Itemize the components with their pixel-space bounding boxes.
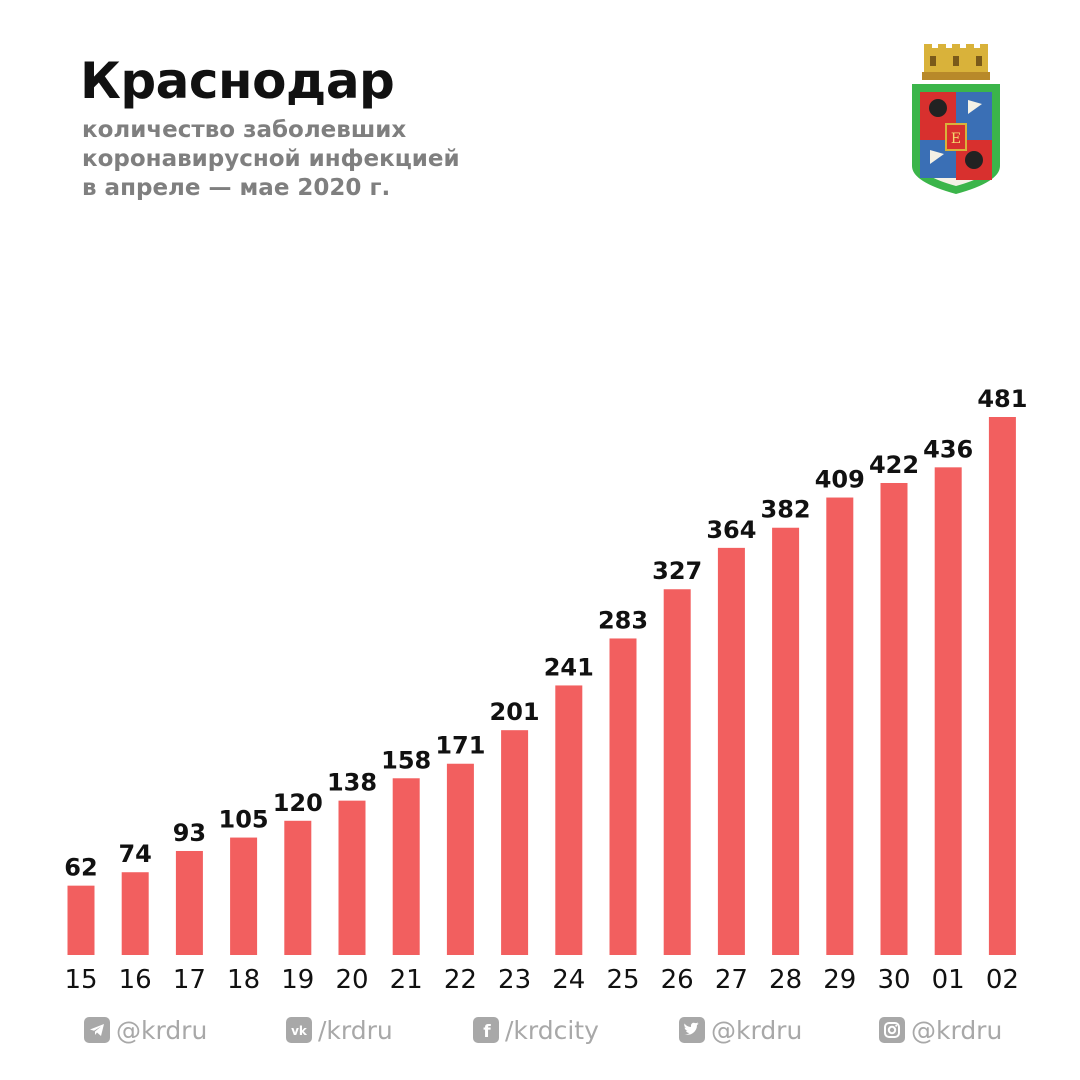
footer-handle: /krdru <box>318 1015 393 1045</box>
bar-23 <box>501 730 529 955</box>
x-tick-label-17: 17 <box>173 965 206 995</box>
x-tick-label-24: 24 <box>552 965 585 995</box>
svg-text:vk: vk <box>291 1024 308 1037</box>
svg-text:f: f <box>483 1022 491 1039</box>
x-tick-label-01: 01 <box>932 965 965 995</box>
bar-19 <box>284 820 312 955</box>
instagram-icon <box>879 1017 905 1043</box>
bar-20 <box>338 800 366 955</box>
x-tick-label-16: 16 <box>119 965 152 995</box>
value-label-19: 120 <box>273 789 323 817</box>
page-title: Краснодар <box>80 52 395 110</box>
value-label-01: 436 <box>923 435 973 463</box>
value-label-29: 409 <box>815 466 865 494</box>
footer-item-facebook[interactable]: f /krdcity <box>473 1010 599 1050</box>
x-tick-label-19: 19 <box>281 965 314 995</box>
bar-28 <box>772 527 800 955</box>
x-tick-label-26: 26 <box>661 965 694 995</box>
footer-item-vk[interactable]: vk /krdru <box>286 1010 393 1050</box>
x-tick-label-29: 29 <box>823 965 856 995</box>
value-label-16: 74 <box>118 840 151 868</box>
x-tick-label-30: 30 <box>877 965 910 995</box>
footer-handle: @krdru <box>711 1015 803 1045</box>
value-label-18: 105 <box>219 806 269 834</box>
subtitle-line-2: коронавирусной инфекцией <box>82 146 460 172</box>
x-tick-label-22: 22 <box>444 965 477 995</box>
x-tick-label-21: 21 <box>390 965 423 995</box>
x-tick-label-15: 15 <box>64 965 97 995</box>
value-label-22: 171 <box>435 732 485 760</box>
bar-29 <box>826 497 854 955</box>
svg-text:Е: Е <box>951 131 961 147</box>
bar-15 <box>67 885 95 955</box>
value-label-20: 138 <box>327 769 377 797</box>
krasnodar-coat-of-arms-icon: Е <box>912 44 1000 194</box>
bar-02 <box>988 417 1016 955</box>
x-tick-label-28: 28 <box>769 965 802 995</box>
bar-25 <box>609 638 637 955</box>
x-tick-label-25: 25 <box>606 965 639 995</box>
x-tick-labels-group: 15 16 17 18 19 20 21 22 23 24 25 26 27 28 29 30 01 02 <box>64 965 1018 995</box>
subtitle-line-1: количество заболевших <box>82 117 407 143</box>
facebook-icon: f <box>473 1017 499 1043</box>
value-label-26: 327 <box>652 557 702 585</box>
subtitle-line-3: в апреле — мае 2020 г. <box>82 175 391 201</box>
footer-handle: @krdru <box>116 1015 208 1045</box>
vk-icon: vk <box>286 1017 312 1043</box>
bar-21 <box>392 778 420 955</box>
footer-item-twitter[interactable]: @krdru <box>679 1010 802 1050</box>
value-label-28: 382 <box>761 496 811 524</box>
x-tick-label-23: 23 <box>498 965 531 995</box>
x-tick-label-18: 18 <box>227 965 260 995</box>
value-label-02: 481 <box>977 385 1027 413</box>
bar-01 <box>934 467 962 955</box>
value-label-24: 241 <box>544 653 594 681</box>
page-subtitle: количество заболевших коронавирусной инф… <box>82 116 460 203</box>
bar-27 <box>717 547 745 955</box>
footer-item-instagram[interactable]: @krdru <box>879 1010 1002 1050</box>
value-label-17: 93 <box>173 819 206 847</box>
bar-22 <box>446 763 474 955</box>
value-label-15: 62 <box>64 854 97 882</box>
x-tick-label-27: 27 <box>715 965 748 995</box>
value-label-23: 201 <box>490 698 540 726</box>
bars-group <box>67 417 1016 955</box>
bar-30 <box>880 482 908 955</box>
x-tick-label-20: 20 <box>335 965 368 995</box>
twitter-icon <box>679 1017 705 1043</box>
bar-18 <box>230 837 258 955</box>
bar-26 <box>663 589 691 955</box>
value-label-25: 283 <box>598 606 648 634</box>
footer-handle: /krdcity <box>505 1015 599 1045</box>
footer-item-telegram[interactable]: @krdru <box>84 1010 207 1050</box>
telegram-icon <box>84 1017 110 1043</box>
value-label-27: 364 <box>706 516 756 544</box>
footer-handle: @krdru <box>911 1015 1003 1045</box>
bar-16 <box>121 872 149 955</box>
x-tick-label-02: 02 <box>986 965 1019 995</box>
value-label-21: 158 <box>381 746 431 774</box>
bar-24 <box>555 685 583 955</box>
bar-17 <box>175 850 203 955</box>
value-label-30: 422 <box>869 451 919 479</box>
